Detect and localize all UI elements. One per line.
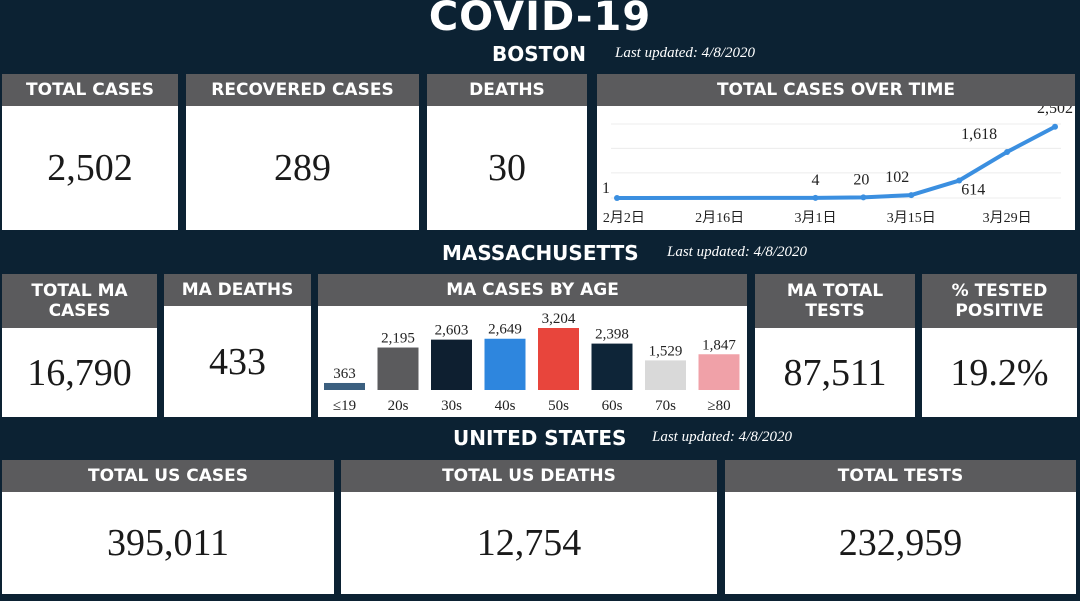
x-tick-label: 2月16日 — [695, 210, 744, 226]
x-tick-label: 3月29日 — [983, 210, 1032, 226]
bar-≤19 — [324, 382, 365, 390]
bar-value-label: 2,398 — [595, 327, 629, 343]
data-label: 4 — [811, 172, 819, 189]
bar-category-label: 20s — [388, 398, 409, 414]
x-tick-label: 3月15日 — [887, 210, 936, 226]
ma-total-tests-card: MA TOTAL TESTS 87,511 — [755, 274, 915, 417]
ma-deaths-label: MA DEATHS — [164, 274, 311, 306]
recovered-cases-card: RECOVERED CASES 289 — [186, 74, 419, 230]
total-us-deaths-value: 12,754 — [476, 522, 582, 564]
bar-value-label: 1,847 — [702, 337, 736, 353]
total-us-deaths-card: TOTAL US DEATHS 12,754 — [341, 460, 717, 594]
tested-positive-value: 19.2% — [950, 351, 1049, 394]
us-section-title: UNITED STATES — [453, 426, 627, 450]
total-tests-value: 232,959 — [838, 522, 963, 564]
data-label: 614 — [961, 182, 985, 199]
data-label: 1,618 — [961, 126, 997, 143]
page-title: COVID-19 — [428, 0, 652, 40]
deaths-value: 30 — [488, 147, 526, 189]
bar-category-label: 40s — [495, 398, 516, 414]
bar-category-label: ≤19 — [333, 398, 356, 414]
bar-60s — [591, 343, 633, 390]
ma-deaths-card: MA DEATHS 433 — [164, 274, 311, 417]
total-us-cases-label: TOTAL US CASES — [2, 460, 334, 492]
data-point — [1004, 148, 1011, 155]
bar-category-label: 60s — [602, 398, 623, 414]
data-point — [614, 194, 620, 201]
boston-updated: Last updated: 4/8/2020 — [615, 45, 756, 61]
bar-value-label: 3,204 — [542, 311, 576, 327]
data-label: 2,502 — [1037, 106, 1073, 117]
bar-category-label: ≥80 — [707, 398, 730, 414]
total-tests-label: TOTAL TESTS — [725, 460, 1076, 492]
total-us-deaths-label: TOTAL US DEATHS — [341, 460, 717, 492]
deaths-label: DEATHS — [427, 74, 587, 106]
ma-cases-by-age-label: MA CASES BY AGE — [318, 274, 747, 306]
bar-value-label: 1,529 — [649, 343, 683, 359]
data-point — [812, 194, 819, 201]
bar-value-label: 2,603 — [435, 323, 469, 339]
bar-70s — [645, 360, 686, 390]
massachusetts-updated: Last updated: 4/8/2020 — [667, 244, 808, 260]
ma-total-tests-value: 87,511 — [783, 351, 887, 394]
tested-positive-label: % TESTED POSITIVE — [922, 274, 1077, 328]
data-point — [860, 194, 867, 201]
bar-20s — [377, 347, 419, 390]
total-ma-cases-label: TOTAL MA CASES — [2, 274, 157, 328]
total-cases-value: 2,502 — [47, 147, 133, 189]
total-ma-cases-card: TOTAL MA CASES 16,790 — [2, 274, 157, 417]
total-us-cases-card: TOTAL US CASES 395,011 — [2, 460, 334, 594]
total-cases-card: TOTAL CASES 2,502 — [2, 74, 178, 230]
cases-over-time-chart: 1 4 20 102 614 1,618 2,502 2月2日 2月16日 3月1日 3月15日 3月… — [602, 106, 1073, 226]
total-us-cases-value: 395,011 — [106, 522, 230, 564]
bar-value-label: 363 — [333, 366, 356, 382]
bar-category-label: 50s — [548, 398, 569, 414]
tested-positive-card: % TESTED POSITIVE 19.2% — [922, 274, 1077, 417]
recovered-cases-label: RECOVERED CASES — [186, 74, 419, 106]
x-tick-label: 3月1日 — [794, 210, 836, 226]
ma-cases-by-age-chart: 363 ≤19 2,195 20s 2,603 30s 2,649 40s 3,204 50s 2,… — [324, 311, 740, 414]
cases-over-time-card: TOTAL CASES OVER TIME 1 4 20 102 614 1,618 2,5… — [597, 74, 1075, 230]
bar-category-label: 30s — [441, 398, 462, 414]
cases-over-time-label: TOTAL CASES OVER TIME — [597, 74, 1075, 106]
bar-30s — [431, 339, 472, 390]
data-point — [956, 177, 963, 184]
data-label: 102 — [885, 169, 909, 186]
data-label: 20 — [853, 171, 869, 188]
recovered-cases-value: 289 — [274, 147, 331, 189]
total-tests-card: TOTAL TESTS 232,959 — [725, 460, 1076, 594]
bar-value-label: 2,195 — [381, 331, 415, 347]
bar-≥80 — [698, 354, 740, 390]
boston-section-title: BOSTON — [492, 42, 587, 66]
bar-40s — [484, 338, 526, 390]
ma-total-tests-label: MA TOTAL TESTS — [755, 274, 915, 328]
bar-category-label: 70s — [655, 398, 676, 414]
ma-deaths-value: 433 — [209, 340, 266, 383]
data-point — [1052, 123, 1058, 130]
total-cases-label: TOTAL CASES — [2, 74, 178, 106]
x-tick-label: 2月2日 — [603, 210, 645, 226]
us-updated: Last updated: 4/8/2020 — [652, 429, 793, 445]
ma-cases-by-age-card: MA CASES BY AGE 363 ≤19 2,195 20s 2,603 30s 2,… — [318, 274, 747, 417]
massachusetts-section-title: MASSACHUSETTS — [442, 241, 639, 265]
bar-50s — [538, 328, 579, 390]
deaths-card: DEATHS 30 — [427, 74, 587, 230]
total-ma-cases-value: 16,790 — [27, 351, 132, 394]
bar-value-label: 2,649 — [488, 322, 522, 338]
data-label: 1 — [602, 180, 610, 197]
data-point — [908, 192, 915, 199]
